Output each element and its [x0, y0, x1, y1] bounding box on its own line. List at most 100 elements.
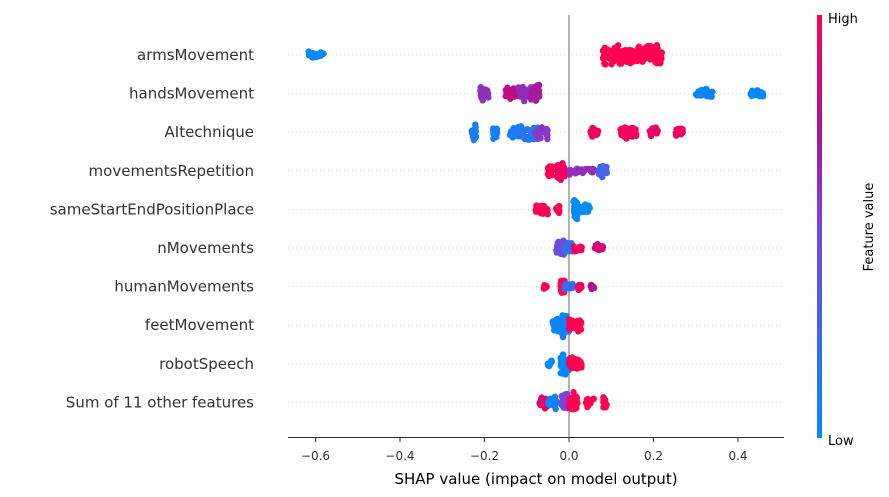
- data-point: [566, 404, 573, 412]
- data-point: [576, 167, 584, 174]
- data-point: [560, 316, 568, 324]
- data-point: [523, 134, 531, 141]
- data-point: [570, 389, 577, 396]
- data-point: [608, 61, 615, 68]
- feature-labels: armsMovement handsMovement AItechnique move…: [50, 46, 254, 411]
- data-point: [561, 245, 569, 253]
- feature-label: AItechnique: [165, 123, 254, 141]
- data-point: [550, 327, 558, 334]
- colorbar-gradient: [817, 15, 822, 438]
- data-point: [569, 283, 577, 290]
- data-point: [560, 168, 567, 175]
- feature-label: sameStartEndPositionPlace: [50, 200, 254, 218]
- data-point: [545, 362, 553, 370]
- data-point: [534, 135, 541, 143]
- colorbar-low-label: Low: [828, 434, 854, 449]
- data-point: [585, 202, 592, 209]
- data-point: [709, 88, 716, 95]
- data-point: [696, 89, 704, 97]
- data-point: [555, 171, 562, 179]
- data-point: [583, 208, 590, 216]
- data-point: [541, 282, 548, 289]
- data-point: [532, 207, 540, 214]
- x-tick-label: 0.0: [559, 449, 578, 463]
- data-point: [561, 363, 568, 370]
- data-point: [557, 369, 564, 377]
- data-point: [701, 89, 709, 96]
- data-point: [603, 54, 610, 61]
- feature-label: handsMovement: [129, 85, 254, 103]
- feature-label: humanMovements: [114, 278, 254, 296]
- data-point: [515, 84, 522, 91]
- data-point: [546, 395, 554, 402]
- data-point: [634, 50, 641, 57]
- data-point: [484, 90, 492, 97]
- data-point: [611, 53, 619, 60]
- data-point: [754, 87, 761, 94]
- data-point: [584, 403, 591, 411]
- colorbar-high-label: High: [828, 12, 858, 27]
- data-point: [567, 354, 574, 362]
- x-axis: −0.6 −0.4 −0.2 0.0 0.2 0.4: [288, 437, 784, 463]
- data-point: [577, 205, 584, 212]
- data-point: [320, 50, 327, 57]
- data-point: [613, 46, 620, 54]
- data-point: [587, 283, 594, 290]
- colorbar-title: Feature value: [862, 183, 877, 272]
- data-point: [540, 208, 548, 215]
- data-point: [600, 394, 607, 401]
- data-point: [548, 357, 555, 364]
- feature-label: feetMovement: [145, 316, 254, 334]
- data-point: [650, 50, 657, 58]
- data-point: [570, 243, 577, 250]
- data-point: [554, 241, 562, 248]
- data-point: [599, 243, 606, 251]
- data-point: [490, 135, 497, 142]
- data-point: [605, 48, 613, 56]
- colorbar: High Low Feature value: [817, 12, 877, 449]
- feature-label: nMovements: [157, 239, 254, 257]
- data-point: [532, 129, 539, 137]
- data-point: [565, 321, 573, 329]
- data-point: [480, 95, 487, 102]
- data-point: [759, 89, 766, 97]
- data-point: [577, 361, 584, 368]
- x-tick-label: 0.2: [644, 449, 663, 463]
- data-point: [551, 319, 558, 326]
- data-point: [548, 166, 555, 174]
- row-gridlines: [288, 54, 784, 403]
- data-point: [630, 128, 638, 135]
- data-point: [479, 88, 487, 96]
- data-point: [517, 89, 524, 97]
- data-point: [535, 92, 543, 99]
- data-point: [566, 166, 574, 174]
- data-point: [618, 131, 625, 139]
- data-point: [517, 125, 524, 132]
- x-tick-label: −0.4: [385, 449, 414, 463]
- data-point: [643, 43, 650, 51]
- feature-label: armsMovement: [137, 46, 254, 64]
- data-point: [657, 60, 664, 67]
- data-point: [630, 58, 637, 65]
- data-point: [545, 400, 552, 408]
- data-point: [536, 399, 543, 407]
- data-point: [577, 285, 584, 292]
- data-point: [559, 402, 567, 410]
- data-point: [574, 321, 582, 329]
- data-point: [528, 94, 535, 101]
- data-point: [653, 130, 661, 137]
- data-point: [573, 397, 580, 405]
- data-point: [471, 126, 478, 133]
- data-point: [312, 51, 319, 59]
- data-point: [593, 128, 600, 135]
- data-point: [569, 363, 576, 370]
- data-point: [492, 129, 499, 136]
- data-point: [515, 130, 523, 138]
- data-point: [543, 125, 550, 133]
- data-point: [559, 333, 567, 341]
- x-tick-label: −0.6: [301, 449, 330, 463]
- data-point: [575, 328, 582, 335]
- data-point: [528, 87, 536, 94]
- feature-label: movementsRepetition: [89, 162, 254, 180]
